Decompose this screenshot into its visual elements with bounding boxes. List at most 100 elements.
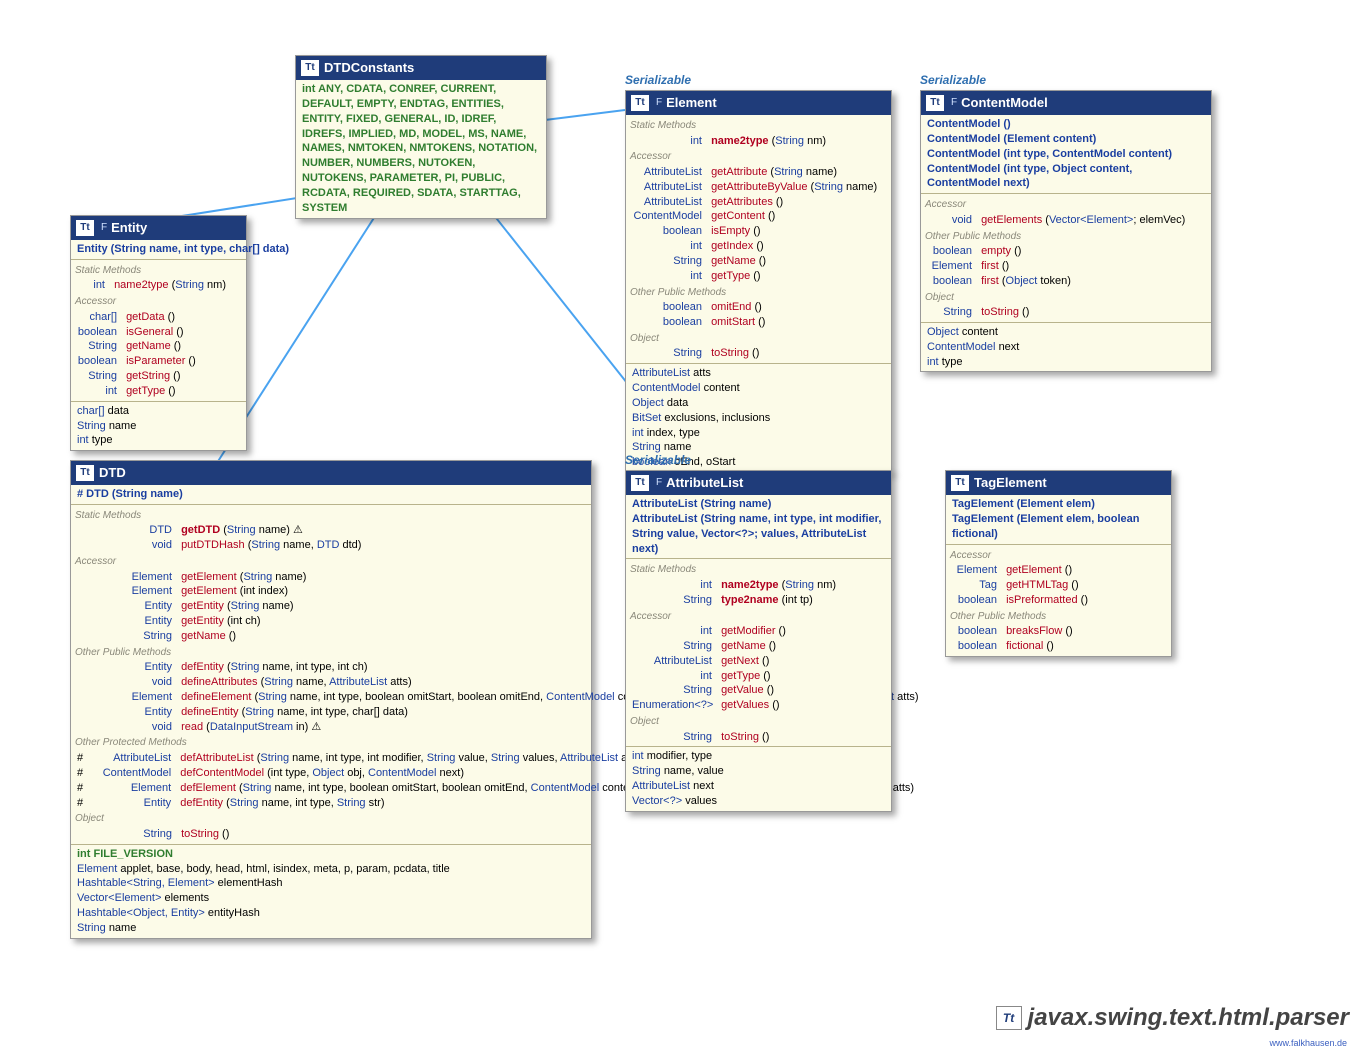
method-row: Tag getHTMLTag () — [952, 578, 1165, 593]
field-row: AttributeList atts — [632, 366, 885, 381]
method-row: String toString () — [77, 827, 585, 842]
ctor: ContentModel () — [927, 117, 1205, 132]
class-attributelist: TtFAttributeList AttributeList (String n… — [625, 470, 892, 812]
method-row: AttributeList getAttribute (String name) — [632, 165, 885, 180]
stereotype-label: Serializable — [920, 73, 986, 87]
method-row: int getIndex () — [632, 239, 885, 254]
ctor: ContentModel (int type, Object content, … — [927, 162, 1205, 192]
method-row: String toString () — [632, 346, 885, 361]
method-row: void putDTDHash (String name, DTD dtd) — [77, 538, 585, 553]
method-row: boolean isPreformatted () — [952, 593, 1165, 608]
section-label: Other Public Methods — [925, 230, 1205, 244]
class-contentmodel: TtFContentModel ContentModel ()ContentMo… — [920, 90, 1212, 372]
class-name: DTDConstants — [324, 59, 414, 77]
method-row: char[] getData () — [77, 310, 240, 325]
class-name: AttributeList — [666, 474, 743, 492]
class-icon: Tt — [950, 474, 970, 492]
section-label: Object — [75, 812, 585, 826]
ctor: ContentModel (Element content) — [927, 132, 1205, 147]
method-row: boolean first (Object token) — [927, 274, 1205, 289]
method-row: # Element defElement (String name, int t… — [77, 781, 585, 796]
stereotype-label: Serializable — [625, 73, 691, 87]
class-flags: F — [101, 221, 107, 235]
method-row: int getModifier () — [632, 624, 885, 639]
package-icon: Tt — [996, 1006, 1022, 1030]
class-element: Tt F Element Static Methods int name2type … — [625, 90, 892, 473]
section-label: Other Public Methods — [950, 610, 1165, 624]
method-row: boolean isEmpty () — [632, 224, 885, 239]
method-row: boolean isGeneral () — [77, 325, 240, 340]
package-name: javax.swing.text.html.parser — [1028, 1004, 1349, 1032]
ctor: Entity (String name, int type, char[] da… — [77, 242, 240, 257]
field-row: char[] data — [77, 404, 240, 419]
constants-text: int FILE_VERSION — [77, 847, 585, 862]
class-tagelement: TtTagElement TagElement (Element elem)Ta… — [945, 470, 1172, 657]
field-row: int type — [927, 355, 1205, 370]
section-label: Static Methods — [630, 119, 885, 133]
method-row: Entity getEntity (String name) — [77, 599, 585, 614]
method-row: String getName () — [632, 639, 885, 654]
method-row: int name2type (String nm) — [632, 134, 885, 149]
constants-text: int ANY, CDATA, CONREF, CURRENT, DEFAULT… — [302, 82, 540, 216]
method-row: void getElements (Vector<Element>; elemV… — [927, 213, 1205, 228]
field-row: String name — [77, 921, 585, 936]
field-row: ContentModel content — [632, 381, 885, 396]
field-row: int index, type — [632, 426, 885, 441]
class-entity: Tt F Entity Entity (String name, int typ… — [70, 215, 247, 451]
section-label: Other Public Methods — [75, 646, 585, 660]
section-label: Accessor — [630, 610, 885, 624]
ctor: TagElement (Element elem, boolean fictio… — [952, 512, 1165, 542]
class-icon: Tt — [630, 94, 650, 112]
method-row: # Entity defEntity (String name, int typ… — [77, 796, 585, 811]
class-icon: Tt — [925, 94, 945, 112]
method-row: String toString () — [632, 730, 885, 745]
section-label: Other Protected Methods — [75, 736, 585, 750]
section-label: Static Methods — [75, 509, 585, 523]
method-row: Enumeration<?> getValues () — [632, 698, 885, 713]
method-row: int name2type (String nm) — [77, 278, 240, 293]
ctor-section: Entity (String name, int type, char[] da… — [71, 240, 246, 259]
class-icon: Tt — [75, 464, 95, 482]
section-label: Object — [925, 291, 1205, 305]
method-row: boolean isParameter () — [77, 354, 240, 369]
method-row: void defineAttributes (String name, Attr… — [77, 675, 585, 690]
method-row: # AttributeList defAttributeList (String… — [77, 751, 585, 766]
section-label: Other Public Methods — [630, 286, 885, 300]
method-row: String getName () — [77, 339, 240, 354]
field-row: int modifier, type — [632, 749, 885, 764]
constants-section: int ANY, CDATA, CONREF, CURRENT, DEFAULT… — [296, 80, 546, 218]
diagram-canvas: Tt DTDConstants int ANY, CDATA, CONREF, … — [0, 0, 1369, 1052]
watermark: www.falkhausen.de — [1269, 1038, 1347, 1048]
method-row: boolean omitEnd () — [632, 300, 885, 315]
field-row: BitSet exclusions, inclusions — [632, 411, 885, 426]
method-row: int getType () — [632, 269, 885, 284]
class-title: Tt F Entity — [71, 216, 246, 240]
method-row: AttributeList getAttributeByValue (Strin… — [632, 180, 885, 195]
method-row: # ContentModel defContentModel (int type… — [77, 766, 585, 781]
class-flags: F — [656, 96, 662, 110]
class-icon: Tt — [75, 219, 95, 237]
method-row: String getString () — [77, 369, 240, 384]
ctor: # DTD (String name) — [77, 487, 585, 502]
field-row: Vector<Element> elements — [77, 891, 585, 906]
field-row: String name — [77, 419, 240, 434]
ctor: AttributeList (String name) — [632, 497, 885, 512]
method-row: boolean empty () — [927, 244, 1205, 259]
field-row: ContentModel next — [927, 340, 1205, 355]
section-label: Accessor — [630, 150, 885, 164]
class-flags: F — [951, 96, 957, 110]
package-label: Tt javax.swing.text.html.parser — [996, 1004, 1349, 1032]
class-icon: Tt — [300, 59, 320, 77]
field-row: AttributeList next — [632, 779, 885, 794]
method-row: Entity getEntity (int ch) — [77, 614, 585, 629]
method-row: boolean breaksFlow () — [952, 624, 1165, 639]
class-name: TagElement — [974, 474, 1047, 492]
method-row: Element getElement (String name) — [77, 570, 585, 585]
field-row: Object content — [927, 325, 1205, 340]
method-row: String getValue () — [632, 683, 885, 698]
method-row: boolean fictional () — [952, 639, 1165, 654]
field-row: Object data — [632, 396, 885, 411]
class-name: Element — [666, 94, 717, 112]
ctor: AttributeList (String name, int type, in… — [632, 512, 885, 557]
method-row: int getType () — [77, 384, 240, 399]
